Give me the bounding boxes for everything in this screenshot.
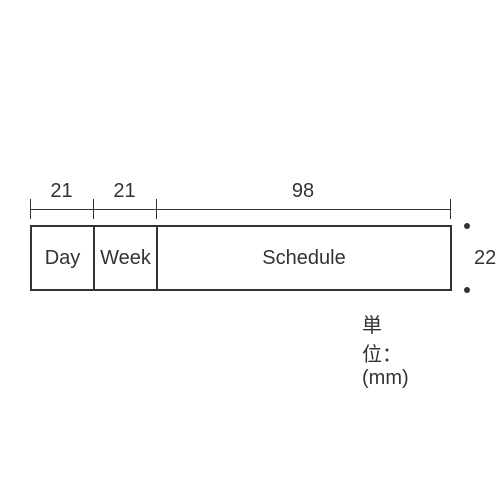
dim-dot bbox=[464, 287, 470, 293]
dim-label-height: 22 bbox=[474, 247, 496, 270]
cell-day-label: Day bbox=[45, 247, 81, 270]
cell-week-label: Week bbox=[100, 247, 151, 270]
cell-schedule-label: Schedule bbox=[262, 247, 345, 270]
dim-label-week: 21 bbox=[93, 180, 156, 203]
cell-day: Day bbox=[30, 225, 95, 291]
cell-schedule: Schedule bbox=[156, 225, 452, 291]
cell-week: Week bbox=[93, 225, 158, 291]
dim-label-day: 21 bbox=[30, 180, 93, 203]
dim-line bbox=[30, 209, 450, 210]
dim-dot bbox=[464, 223, 470, 229]
dim-tick bbox=[450, 199, 451, 219]
unit-label: 単位：(mm) bbox=[362, 309, 409, 390]
dim-label-schedule: 98 bbox=[156, 180, 450, 203]
